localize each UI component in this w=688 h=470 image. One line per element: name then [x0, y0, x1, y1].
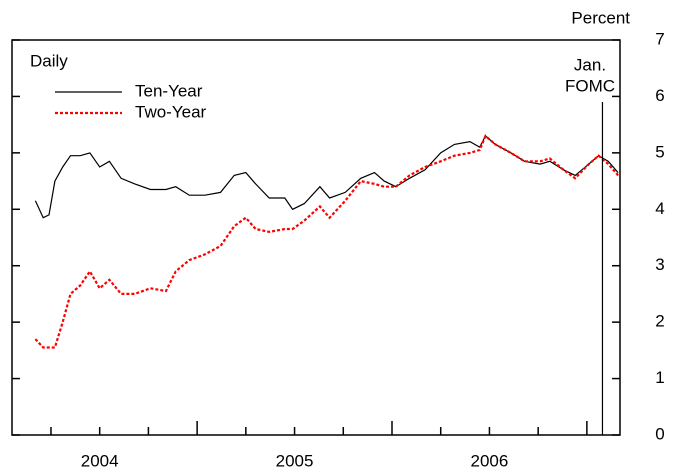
legend-label: Two-Year	[135, 102, 207, 121]
y-tick-label: 5	[655, 142, 664, 161]
y-tick-label: 7	[655, 29, 664, 48]
legend-label: Ten-Year	[135, 81, 203, 100]
plot-frame	[11, 39, 621, 436]
y-tick-label: 0	[655, 424, 664, 443]
series-line	[34, 134, 619, 349]
annotation: Daily	[30, 51, 68, 70]
x-tick-label: 2005	[276, 451, 314, 470]
event-label: FOMC	[565, 76, 615, 95]
event-label: Jan.	[574, 55, 606, 74]
y-axis-label: Percent	[571, 8, 630, 27]
y-tick-label: 3	[655, 255, 664, 274]
y-tick-label: 1	[655, 368, 664, 387]
x-tick-label: 2006	[471, 451, 509, 470]
y-tick-label: 4	[655, 199, 664, 218]
y-tick-label: 2	[655, 312, 664, 331]
series-line	[34, 134, 619, 219]
x-tick-label: 2004	[81, 451, 119, 470]
y-tick-label: 6	[655, 86, 664, 105]
